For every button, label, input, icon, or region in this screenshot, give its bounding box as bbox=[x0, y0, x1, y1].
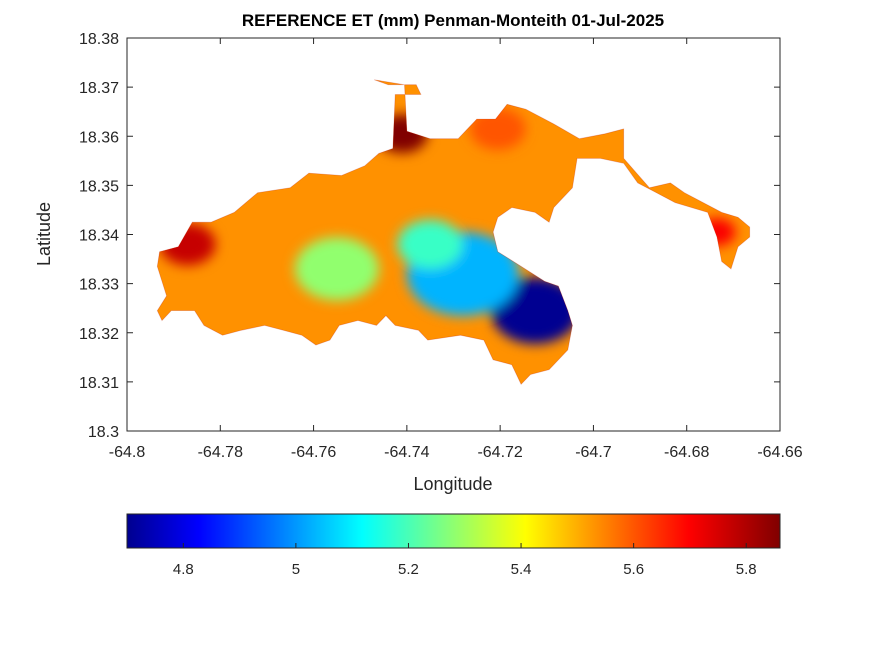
y-tick-label: 18.35 bbox=[79, 178, 119, 195]
y-axis-label: Latitude bbox=[34, 202, 54, 266]
colorbar-tick-label: 4.8 bbox=[173, 561, 194, 578]
y-tick-label: 18.33 bbox=[79, 277, 119, 294]
colorbar-tick-label: 5.4 bbox=[511, 561, 532, 578]
x-tick-label: -64.72 bbox=[477, 444, 522, 461]
x-tick-label: -64.8 bbox=[109, 444, 146, 461]
x-axis-label: Longitude bbox=[413, 474, 492, 494]
y-tick-label: 18.34 bbox=[79, 228, 119, 245]
colorbar-tick-label: 5.8 bbox=[736, 561, 757, 578]
colorbar bbox=[126, 513, 781, 549]
x-tick-label: -64.74 bbox=[384, 444, 429, 461]
y-tick-label: 18.36 bbox=[79, 129, 119, 146]
colorbar-tick-label: 5 bbox=[292, 561, 300, 578]
x-axis: -64.8 -64.78 -64.76 -64.74 -64.72 -64.7 -64.68… bbox=[109, 38, 803, 461]
region-outline bbox=[156, 79, 751, 385]
x-tick-label: -64.76 bbox=[291, 444, 336, 461]
y-tick-label: 18.3 bbox=[88, 424, 119, 441]
colorbar-tick-label: 5.2 bbox=[398, 561, 419, 578]
y-tick-label: 18.32 bbox=[79, 326, 119, 343]
x-tick-label: -64.78 bbox=[198, 444, 243, 461]
y-tick-label: 18.37 bbox=[79, 80, 119, 97]
chart-title: REFERENCE ET (mm) Penman-Monteith 01-Jul… bbox=[242, 11, 664, 30]
et-region-green-west bbox=[294, 237, 379, 301]
colorbar-ticks: 4.8 5 5.2 5.4 5.6 5.8 bbox=[173, 543, 757, 578]
colorbar-tick-label: 5.6 bbox=[623, 561, 644, 578]
x-tick-label: -64.66 bbox=[757, 444, 802, 461]
et-region-blue-min bbox=[490, 277, 580, 344]
y-tick-label: 18.38 bbox=[79, 31, 119, 48]
y-axis: 18.3 18.31 18.32 18.33 18.34 18.35 18.36 18.37 1… bbox=[79, 31, 780, 441]
y-tick-label: 18.31 bbox=[79, 375, 119, 392]
x-tick-label: -64.7 bbox=[575, 444, 612, 461]
x-tick-label: -64.68 bbox=[664, 444, 709, 461]
et-region-green-center bbox=[397, 219, 463, 269]
